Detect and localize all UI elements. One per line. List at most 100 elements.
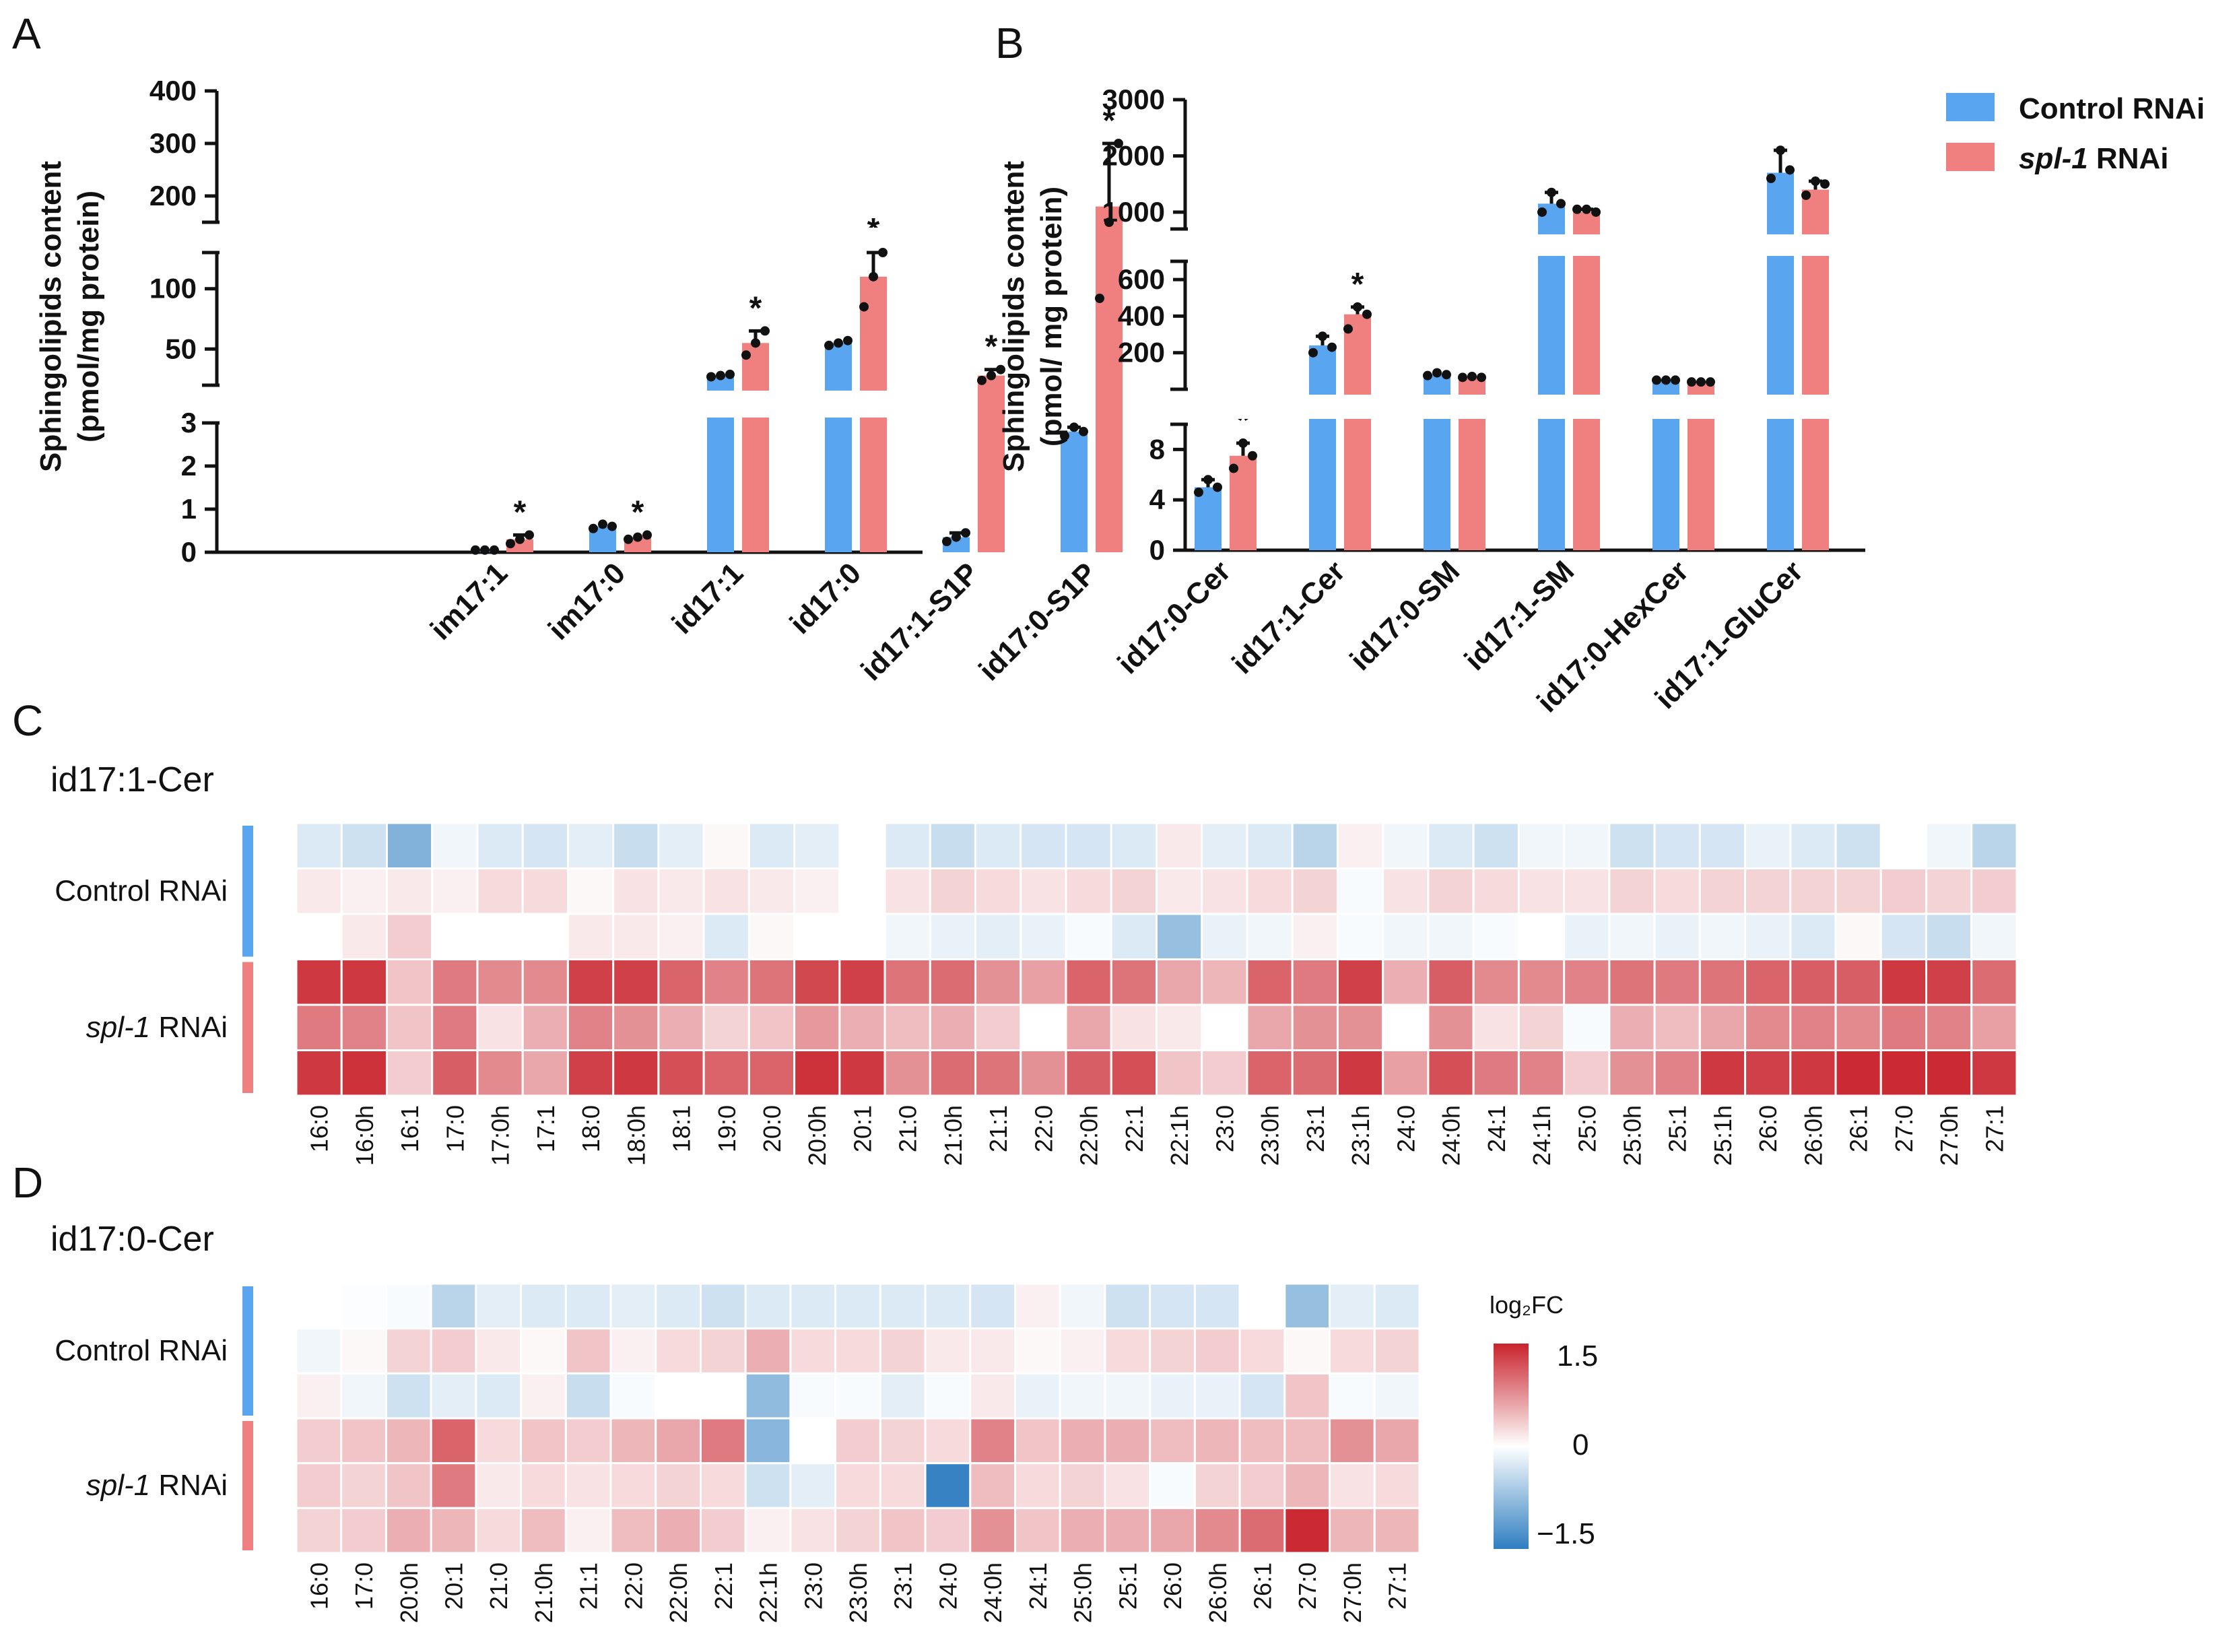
legend-label-spl1: spl-1 RNAi <box>2019 142 2168 175</box>
heatmap-cell <box>475 1327 523 1375</box>
y-axis-label: Sphingolipids content <box>34 161 67 472</box>
heatmap-cell <box>1653 1003 1701 1051</box>
heatmap-cell <box>609 1462 657 1509</box>
heatmap-cell <box>1104 1417 1151 1465</box>
data-point <box>589 523 598 533</box>
heatmap-cell <box>1246 1049 1294 1097</box>
heatmap-cell <box>431 1049 479 1097</box>
heatmap-cell <box>1283 1372 1331 1420</box>
heatmap-cell <box>1608 1003 1656 1051</box>
heatmap-cell <box>747 958 796 1006</box>
heatmap-cell <box>1608 958 1656 1006</box>
y-tick-label: 2 <box>181 450 197 482</box>
heatmap-cell <box>744 1507 792 1554</box>
data-point <box>1238 438 1248 449</box>
bar-control <box>1195 487 1222 550</box>
data-point <box>1477 372 1486 383</box>
data-point <box>1671 375 1680 385</box>
legend-swatch-control <box>1946 93 1995 121</box>
heatmap-cell <box>1110 1049 1158 1097</box>
heatmap-cell <box>1059 1282 1106 1330</box>
heatmap-cell <box>385 1372 432 1420</box>
heatmap-cell <box>1427 958 1475 1006</box>
heatmap-column-label: 21:0h <box>939 1105 967 1166</box>
colorbar-tick-max: 1.5 <box>1557 1340 1598 1373</box>
group-bar-control <box>242 1286 253 1416</box>
heatmap-cell <box>1201 1049 1248 1097</box>
heatmap-cell <box>1020 958 1067 1006</box>
heatmap-cell <box>655 1507 702 1554</box>
heatmap-cell <box>1834 913 1882 960</box>
heatmap-column-label: 20:1 <box>440 1562 468 1610</box>
heatmap-cell <box>1879 822 1928 869</box>
heatmap-cell <box>789 1282 837 1330</box>
heatmap-cell <box>1329 1372 1376 1420</box>
x-category-label: id17:0 <box>783 556 867 640</box>
heatmap-cell <box>1608 1049 1656 1097</box>
heatmap-cell <box>1970 1003 2018 1051</box>
heatmap-cell <box>431 958 479 1006</box>
heatmap-cell <box>879 1507 927 1554</box>
heatmap-column-label: 27:1 <box>1384 1562 1411 1610</box>
heatmap-cell <box>702 867 750 915</box>
heatmap-cell <box>879 1282 927 1330</box>
heatmap-cell <box>929 958 977 1006</box>
heatmap-cell <box>385 867 434 915</box>
heatmap-column-label: 18:0 <box>577 1105 605 1152</box>
heatmap-column-label: 24:1 <box>1024 1562 1052 1610</box>
heatmap-cell <box>475 1417 523 1465</box>
heatmap-cell <box>655 1417 702 1465</box>
data-point <box>1194 487 1203 497</box>
data-point <box>607 521 617 531</box>
heatmap-cell <box>564 1327 612 1375</box>
y-tick-label: 8 <box>1149 433 1165 465</box>
data-point <box>1327 342 1337 352</box>
heatmap-column-label: 17:1 <box>532 1105 560 1152</box>
heatmap-cell <box>744 1282 792 1330</box>
heatmap-cell <box>838 867 886 915</box>
heatmap-cell <box>1238 1507 1286 1554</box>
bar-spl1 <box>978 375 1005 552</box>
data-point <box>741 350 751 360</box>
heatmap-column-label: 25:1 <box>1114 1562 1141 1610</box>
heatmap-cell <box>974 822 1022 869</box>
heatmap-cell <box>340 1462 387 1509</box>
heatmap-cell <box>974 1049 1022 1097</box>
heatmap-cell <box>385 1417 432 1465</box>
heatmap-column-label: 18:1 <box>668 1105 696 1152</box>
y-tick-label: 400 <box>1118 300 1165 331</box>
heatmap-column-label: 24:1h <box>1528 1105 1556 1166</box>
heatmap-cell <box>520 1372 567 1420</box>
bar-spl1 <box>742 343 769 552</box>
heatmap-cell <box>1020 913 1067 960</box>
heatmap-cell <box>340 867 388 915</box>
data-point <box>1114 139 1123 148</box>
heatmap-cell <box>385 1049 434 1097</box>
significance-star: * <box>1351 267 1364 302</box>
y-tick-label: 600 <box>1118 263 1165 295</box>
heatmap-cell <box>1149 1327 1196 1375</box>
heatmap-column-label: 22:0h <box>665 1562 692 1623</box>
heatmap-cell <box>1238 1282 1286 1330</box>
heatmap-cell <box>431 913 479 960</box>
heatmap-cell <box>1834 1003 1882 1051</box>
heatmap-cell <box>1970 1049 2018 1097</box>
heatmap-cell <box>879 1417 927 1465</box>
heatmap-cell <box>1517 913 1566 960</box>
heatmap-cell <box>1563 913 1611 960</box>
heatmap-cell <box>476 867 524 915</box>
heatmap-column-label: 27:0h <box>1935 1105 1963 1166</box>
heatmap-cell <box>1329 1507 1376 1554</box>
heatmap-cell <box>340 1003 388 1051</box>
heatmap-cell <box>385 958 434 1006</box>
x-category-label: id17:1-Cer <box>1226 554 1351 680</box>
heatmap-cell <box>520 1462 567 1509</box>
heatmap-column-label: 17:0 <box>350 1562 378 1610</box>
data-point <box>706 372 716 382</box>
heatmap-column-label: 20:0h <box>803 1105 831 1166</box>
heatmap-column-label: 22:1h <box>755 1562 782 1623</box>
heatmap-cell <box>1149 1282 1196 1330</box>
heatmap-cell <box>295 1507 343 1554</box>
heatmap-cell <box>1110 867 1158 915</box>
heatmap-cell <box>1472 822 1520 869</box>
